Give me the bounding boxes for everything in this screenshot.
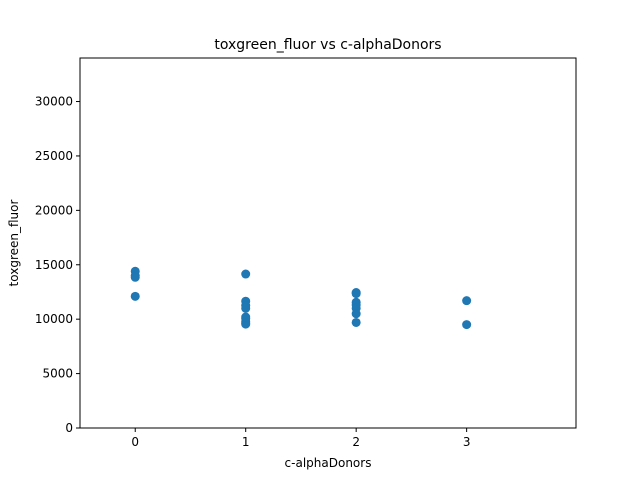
data-point — [241, 319, 251, 329]
data-point — [351, 317, 361, 327]
y-tick-label: 30000 — [35, 95, 73, 109]
chart-title: toxgreen_fluor vs c-alphaDonors — [214, 37, 441, 53]
data-points — [130, 266, 472, 330]
y-tick-label: 5000 — [42, 367, 73, 381]
y-tick-label: 20000 — [35, 203, 73, 217]
y-axis-label: toxgreen_fluor — [7, 200, 21, 287]
data-point — [462, 296, 472, 306]
data-point — [130, 291, 140, 301]
x-axis-label: c-alphaDonors — [285, 456, 372, 470]
x-tick-label: 0 — [131, 435, 139, 449]
y-axis: 0 5000 10000 15000 20000 25000 30000 — [35, 95, 80, 435]
data-point — [130, 272, 140, 282]
y-tick-label: 10000 — [35, 312, 73, 326]
y-tick-label: 15000 — [35, 258, 73, 272]
data-point — [462, 320, 472, 330]
x-tick-label: 2 — [352, 435, 360, 449]
data-point — [241, 269, 251, 279]
data-point — [241, 303, 251, 313]
data-point — [241, 312, 251, 322]
x-tick-label: 1 — [242, 435, 250, 449]
y-tick-label: 25000 — [35, 149, 73, 163]
data-point — [351, 289, 361, 299]
x-tick-label: 3 — [463, 435, 471, 449]
data-point — [351, 309, 361, 319]
x-axis: 0 1 2 3 — [131, 428, 470, 449]
y-tick-label: 0 — [65, 421, 73, 435]
plot-area — [79, 57, 577, 429]
